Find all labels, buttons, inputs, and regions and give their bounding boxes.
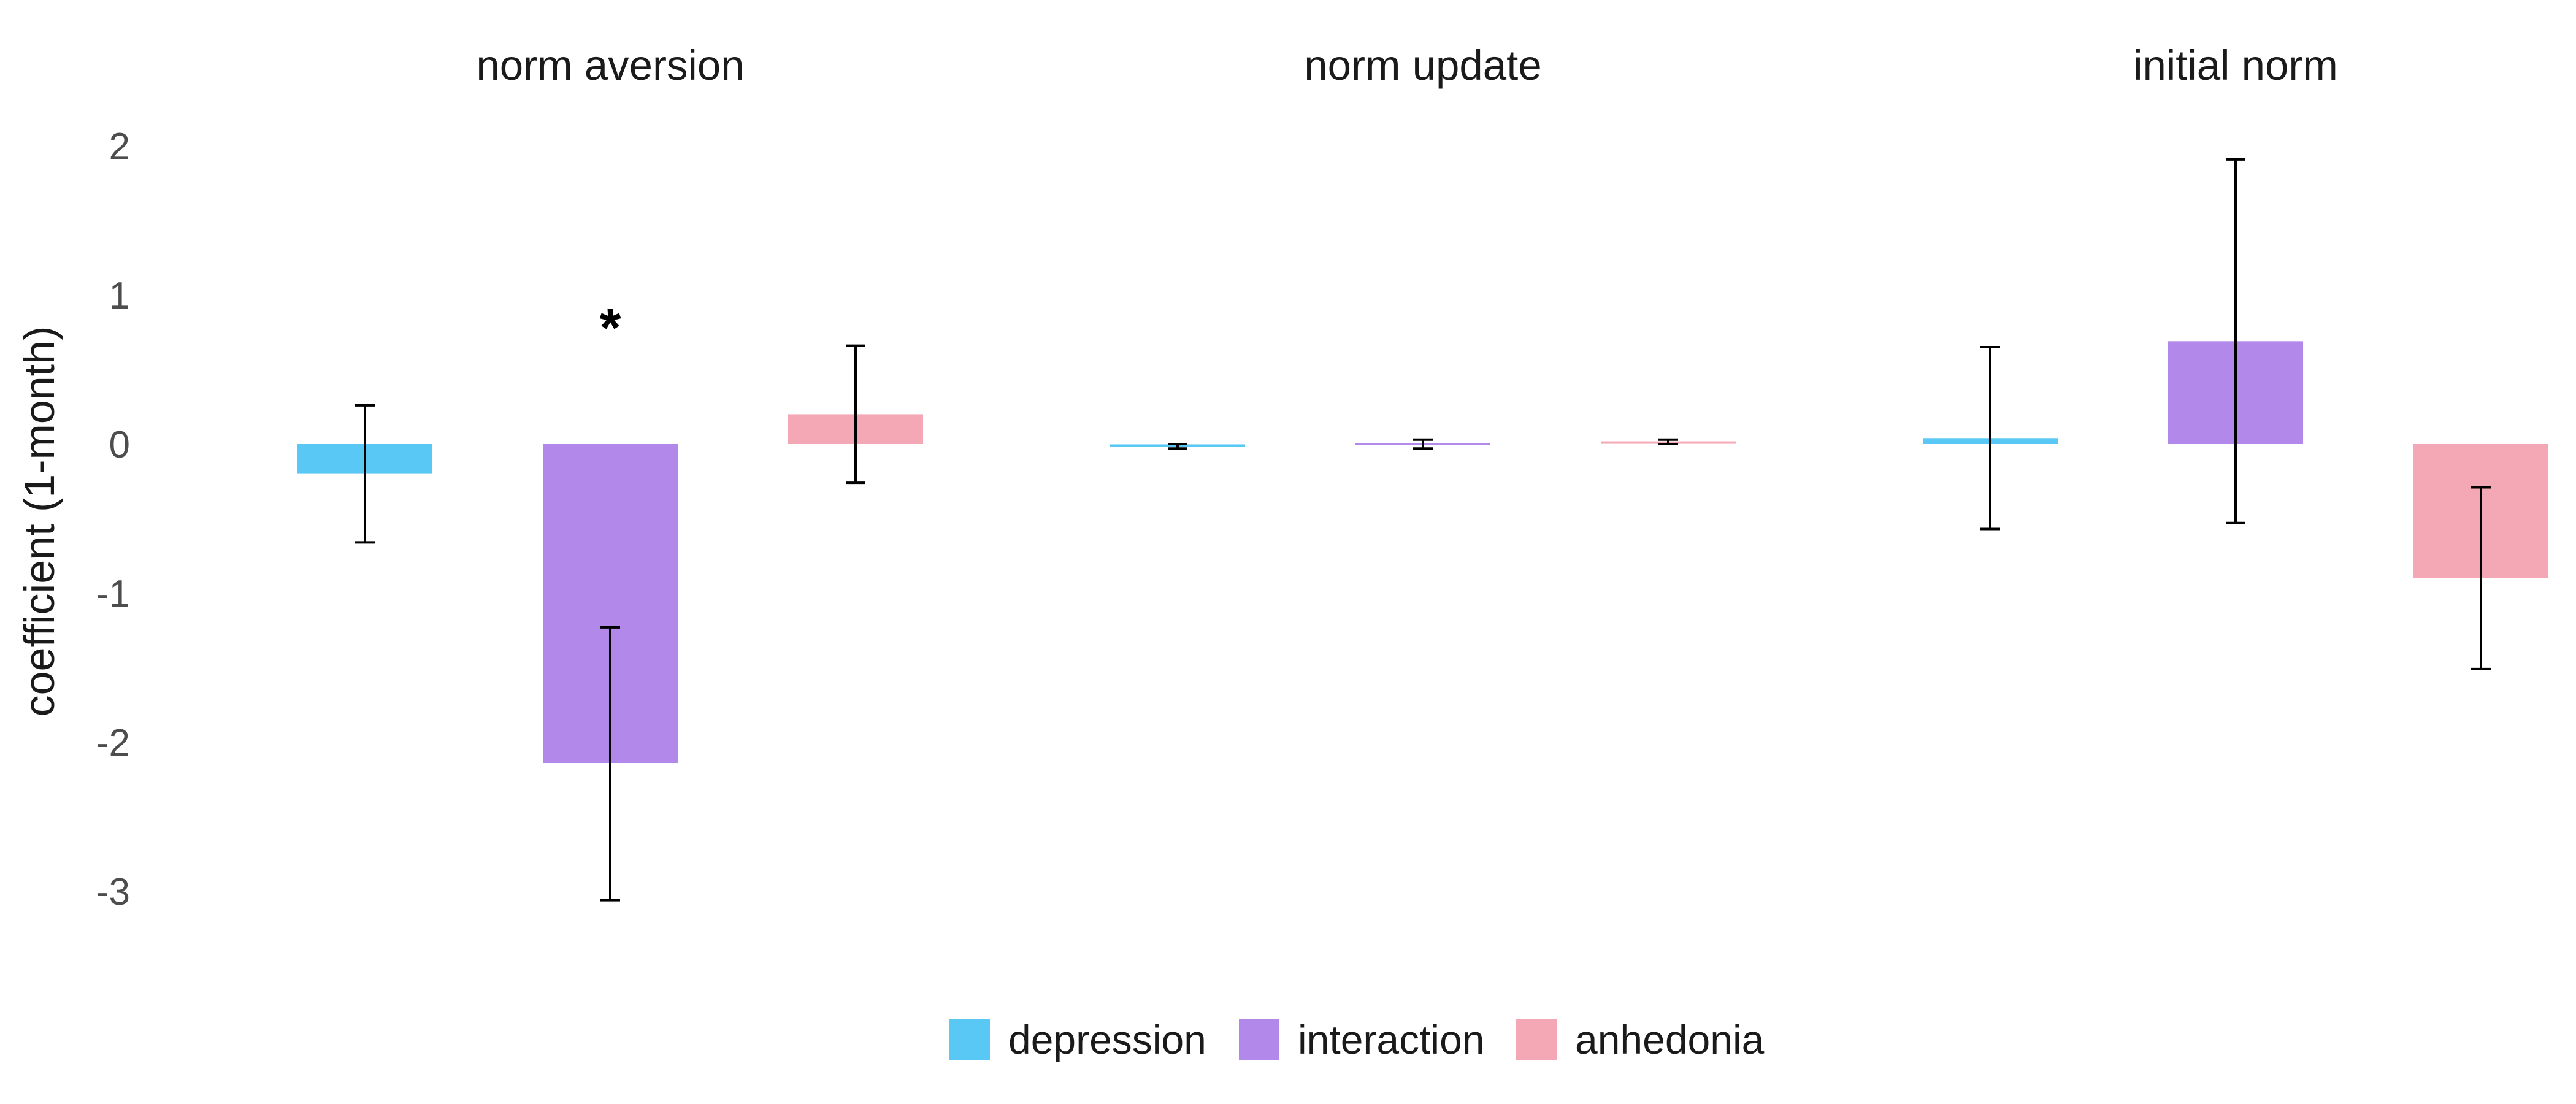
error-bar bbox=[355, 404, 375, 544]
facet-panel: initial norm bbox=[1923, 42, 2548, 670]
legend-item-anhedonia: anhedonia bbox=[1516, 1017, 1765, 1062]
facet-panel: norm aversion * bbox=[297, 42, 923, 902]
error-bar bbox=[1413, 438, 1433, 450]
y-tick-label: 0 bbox=[109, 424, 130, 466]
legend-key bbox=[1516, 1019, 1557, 1060]
legend-key bbox=[1239, 1019, 1279, 1060]
error-bar bbox=[2226, 158, 2245, 524]
significance-marker: * bbox=[599, 297, 621, 359]
facet-title: norm update bbox=[1304, 42, 1541, 89]
error-bar bbox=[600, 626, 620, 902]
y-axis: 2 1 0 -1 -2 -3 bbox=[96, 126, 130, 913]
y-tick-label: -3 bbox=[96, 871, 130, 913]
legend-key bbox=[949, 1019, 990, 1060]
legend-label: depression bbox=[1008, 1017, 1206, 1062]
y-tick-label: -1 bbox=[96, 573, 130, 615]
error-bar bbox=[1658, 438, 1678, 445]
legend: depression interaction anhedonia bbox=[949, 1017, 1765, 1062]
y-tick-label: 2 bbox=[109, 126, 130, 168]
legend-item-interaction: interaction bbox=[1239, 1017, 1485, 1062]
legend-label: interaction bbox=[1298, 1017, 1485, 1062]
y-axis-label: coefficient (1-month) bbox=[15, 326, 63, 717]
y-tick-label: 1 bbox=[109, 275, 130, 317]
facet-title: initial norm bbox=[2133, 42, 2338, 89]
y-tick-label: -2 bbox=[96, 722, 130, 764]
legend-label: anhedonia bbox=[1575, 1017, 1765, 1062]
error-bar bbox=[2471, 486, 2491, 670]
error-bar bbox=[1168, 443, 1187, 450]
legend-item-depression: depression bbox=[949, 1017, 1206, 1062]
error-bar bbox=[1980, 346, 2000, 531]
facet-title: norm aversion bbox=[476, 42, 744, 89]
error-bar bbox=[846, 344, 865, 485]
facets: norm aversion * norm update initial norm bbox=[297, 42, 2548, 902]
facet-panel: norm update bbox=[1110, 42, 1736, 450]
